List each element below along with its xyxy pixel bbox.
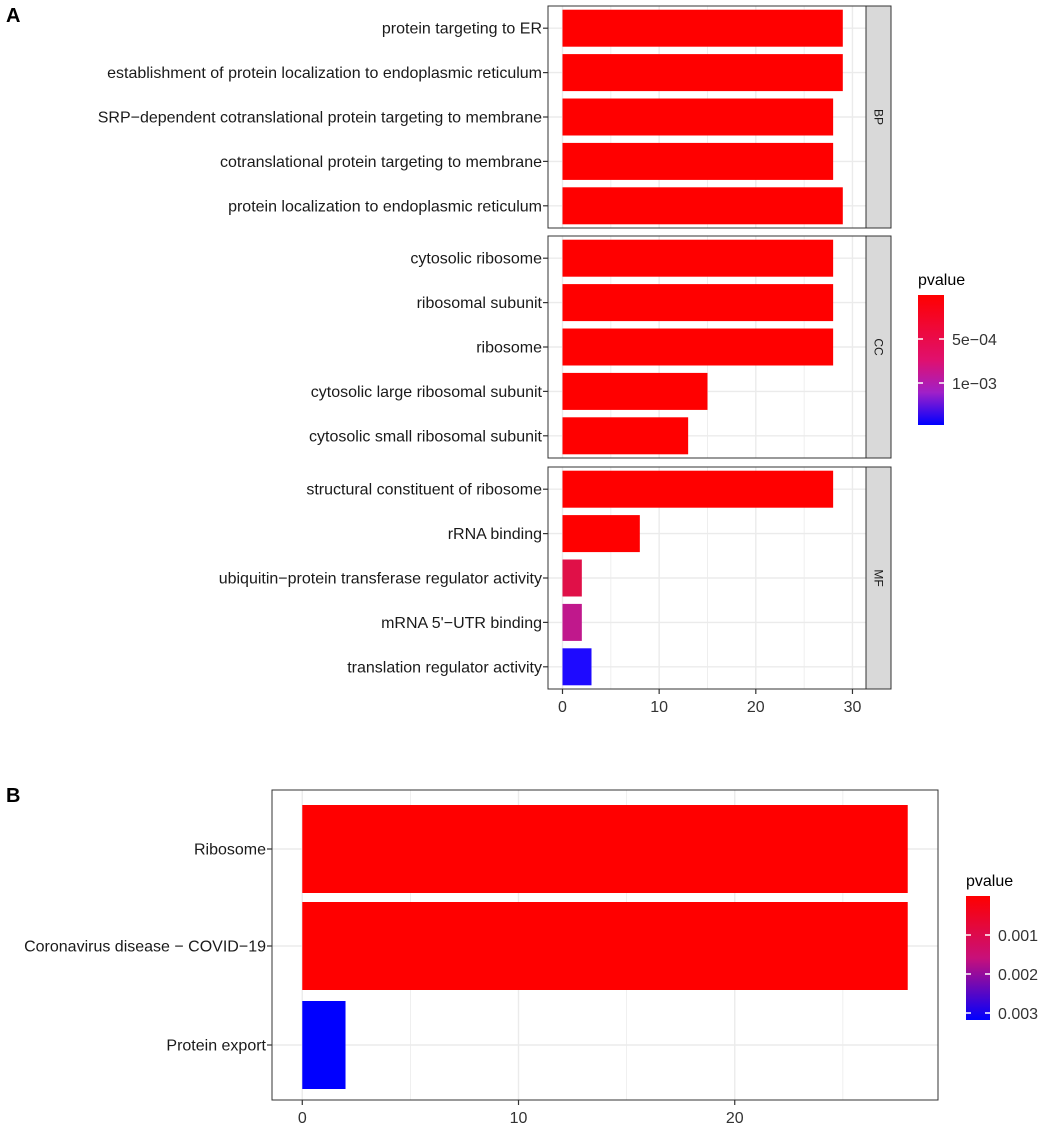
panel-a: A protein targeting to ER establishment o… [6,5,997,716]
category-label: translation regulator activity [347,659,542,676]
panel-a-category-labels: protein targeting to ER establishment of … [98,21,548,676]
facet-strip [865,235,892,459]
panel-b-bars [302,805,908,1089]
x-tick-label: 10 [510,1110,528,1127]
bar [562,239,834,277]
bar [562,187,843,225]
category-label: structural constituent of ribosome [306,482,542,499]
facet-strip [865,5,892,229]
facet-strip [865,466,892,690]
panel-b: B Ribosome Coronavirus disease − COVID−19… [6,785,1038,1127]
category-label: mRNA 5'−UTR binding [381,615,542,632]
panel-b-legend-tick: 0.001 [998,928,1038,945]
category-label: protein localization to endoplasmic reti… [228,198,542,215]
category-label: ribosomal subunit [417,295,543,312]
panel-a-legend: pvalue 5e−04 1e−03 [918,272,997,425]
panel-a-label: A [6,5,20,27]
category-label: cytosolic small ribosomal subunit [309,428,543,445]
bar [562,648,592,686]
panel-b-legend-tick: 0.003 [998,1006,1038,1023]
panel-b-legend-colorbar [966,896,990,1020]
panel-b-label: B [6,785,20,807]
category-label: cytosolic ribosome [410,251,542,268]
bar [562,417,689,455]
bar [302,1001,346,1089]
category-label: ubiquitin−protein transferase regulator … [219,571,542,588]
category-label: cotranslational protein targeting to mem… [220,154,542,171]
panel-b-legend-tick: 0.002 [998,967,1038,984]
category-label: protein targeting to ER [382,21,542,38]
bar [562,284,834,322]
category-label: Protein export [166,1038,266,1055]
bar [562,559,582,597]
category-label: Coronavirus disease − COVID−19 [24,939,266,956]
facet-strip-label: CC [872,338,886,356]
category-label: rRNA binding [448,526,542,543]
x-tick-label: 0 [298,1110,307,1127]
panel-a-bars [562,9,843,686]
category-label: establishment of protein localization to… [107,65,542,82]
x-tick-label: 0 [558,699,567,716]
x-tick-label: 10 [650,699,668,716]
facet-strip-label: BP [872,109,886,125]
x-tick-label: 20 [726,1110,744,1127]
bar [562,142,834,180]
panel-a-facet-strips: BP CC MF [865,5,892,690]
bar [562,603,582,641]
panel-b-frame [271,789,939,1101]
panel-a-legend-tick: 1e−03 [952,376,997,393]
bar [562,515,640,553]
bar [562,98,834,136]
panel-b-legend-title: pvalue [966,873,1013,890]
panel-a-legend-tick: 5e−04 [952,332,997,349]
category-label: cytosolic large ribosomal subunit [311,384,543,401]
category-label: SRP−dependent cotranslational protein ta… [98,110,542,127]
bar [562,470,834,508]
panel-b-category-labels: Ribosome Coronavirus disease − COVID−19 Pr… [24,842,272,1055]
panel-b-legend: pvalue 0.001 0.002 0.003 [966,873,1038,1023]
category-label: ribosome [476,340,542,357]
bar [302,902,908,990]
bar [562,328,834,366]
bar [562,54,843,92]
panel-b-x-axis: 0 10 20 [298,1100,744,1127]
facet-strip-label: MF [872,569,886,586]
bar [302,805,908,893]
x-tick-label: 20 [747,699,765,716]
category-label: Ribosome [194,842,266,859]
panel-a-legend-colorbar [918,295,944,425]
panel-a-x-axis: 0 10 20 30 [558,689,861,716]
bar [562,372,708,410]
bar [562,9,843,47]
panel-a-legend-title: pvalue [918,272,965,289]
x-tick-label: 30 [844,699,862,716]
